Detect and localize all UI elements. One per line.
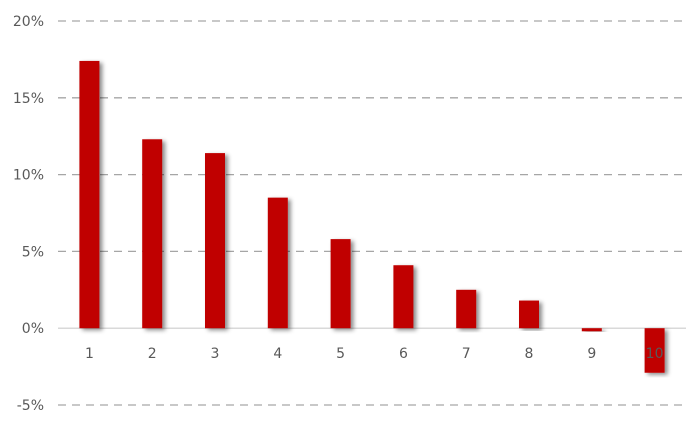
bar-5 bbox=[330, 239, 351, 329]
x-tick-label: 1 bbox=[85, 346, 94, 362]
bar-3 bbox=[205, 153, 225, 329]
bar-8 bbox=[519, 300, 539, 329]
bar-10 bbox=[644, 328, 665, 373]
x-axis-tick-labels: 1 2 3 4 5 6 7 8 9 10 bbox=[85, 346, 664, 362]
x-tick-label: 5 bbox=[336, 346, 345, 362]
y-tick-label: 15% bbox=[13, 91, 44, 107]
x-tick-label: 2 bbox=[148, 346, 157, 362]
bar-2 bbox=[142, 139, 163, 329]
x-tick-label: 6 bbox=[399, 346, 408, 362]
y-tick-label: 10% bbox=[13, 168, 44, 184]
bar-7 bbox=[456, 289, 477, 329]
bars bbox=[79, 60, 665, 373]
x-tick-label: 4 bbox=[273, 346, 282, 362]
bar-6 bbox=[393, 265, 414, 329]
bar-4 bbox=[267, 197, 288, 329]
x-tick-label: 10 bbox=[646, 346, 664, 362]
bar-9 bbox=[581, 328, 602, 332]
y-axis-tick-labels: 20% 15% 10% 5% 0% -5% bbox=[13, 14, 44, 414]
gridlines bbox=[58, 20, 686, 406]
y-tick-label: -5% bbox=[17, 398, 44, 414]
x-tick-label: 7 bbox=[462, 346, 471, 362]
x-tick-label: 3 bbox=[211, 346, 220, 362]
bar-1 bbox=[79, 60, 100, 329]
y-tick-label: 5% bbox=[22, 244, 44, 260]
y-tick-label: 20% bbox=[13, 14, 44, 30]
y-tick-label: 0% bbox=[22, 321, 44, 337]
x-tick-label: 9 bbox=[587, 346, 596, 362]
x-tick-label: 8 bbox=[525, 346, 534, 362]
